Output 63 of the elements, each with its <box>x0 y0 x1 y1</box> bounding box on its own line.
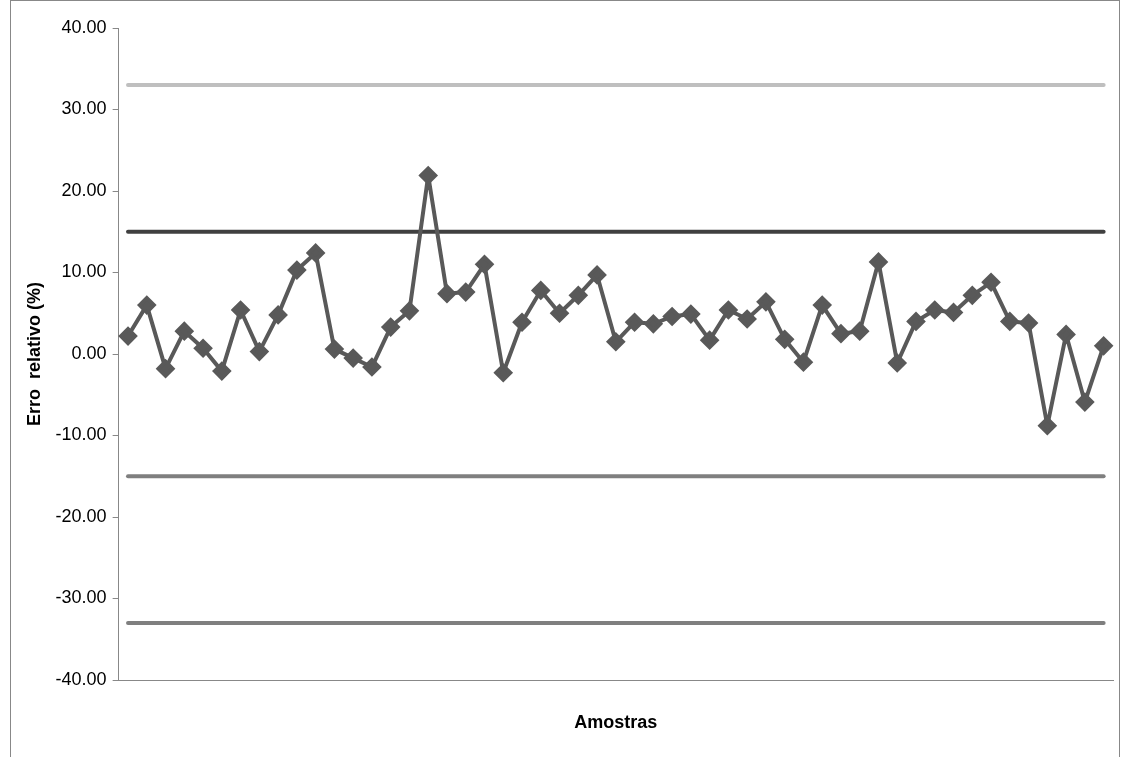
y-tick-label: 40.00 <box>61 16 107 37</box>
point <box>287 261 306 280</box>
y-tick-label: 0.00 <box>71 342 107 363</box>
point <box>888 353 907 372</box>
point <box>231 300 250 319</box>
point <box>831 324 850 343</box>
point <box>663 307 682 326</box>
point <box>681 305 700 324</box>
point <box>700 331 719 350</box>
point <box>775 330 794 349</box>
point <box>625 313 644 332</box>
point <box>419 166 438 185</box>
point <box>212 362 231 381</box>
point <box>362 358 381 377</box>
point <box>194 339 213 358</box>
point <box>606 332 625 351</box>
point <box>588 265 607 284</box>
point <box>437 284 456 303</box>
point <box>1019 314 1038 333</box>
point <box>1057 325 1076 344</box>
point <box>119 327 138 346</box>
y-tick-label: 30.00 <box>61 98 107 119</box>
y-tick-label: -30.00 <box>55 587 107 608</box>
point <box>794 353 813 372</box>
point <box>1000 312 1019 331</box>
point <box>944 303 963 322</box>
point <box>813 296 832 315</box>
point <box>400 301 419 320</box>
point <box>963 286 982 305</box>
point <box>738 309 757 328</box>
point <box>381 318 400 337</box>
point <box>306 243 325 262</box>
y-tick-label: 10.00 <box>61 261 107 282</box>
x-axis-title: Amostras <box>574 712 658 733</box>
point <box>344 349 363 368</box>
point <box>550 304 569 323</box>
y-axis-title: Erro relativo (%) <box>23 281 44 427</box>
point <box>456 283 475 302</box>
point <box>513 313 532 332</box>
point <box>644 314 663 333</box>
point <box>756 292 775 311</box>
point <box>531 281 550 300</box>
point <box>982 273 1001 292</box>
point <box>137 296 156 315</box>
point <box>719 300 738 319</box>
point <box>175 322 194 341</box>
point <box>156 359 175 378</box>
y-tick-label: -10.00 <box>55 424 107 445</box>
point <box>250 342 269 361</box>
point <box>475 255 494 274</box>
point <box>494 363 513 382</box>
y-tick-label: -20.00 <box>55 505 107 526</box>
point <box>325 340 344 359</box>
y-tick-label: 20.00 <box>61 179 107 200</box>
point <box>907 312 925 331</box>
y-tick-label: -40.00 <box>55 668 107 689</box>
point <box>925 300 944 319</box>
point <box>569 286 588 305</box>
point <box>269 305 288 324</box>
point <box>1094 336 1113 355</box>
point <box>850 322 869 341</box>
point <box>1075 393 1094 412</box>
point <box>869 252 888 271</box>
